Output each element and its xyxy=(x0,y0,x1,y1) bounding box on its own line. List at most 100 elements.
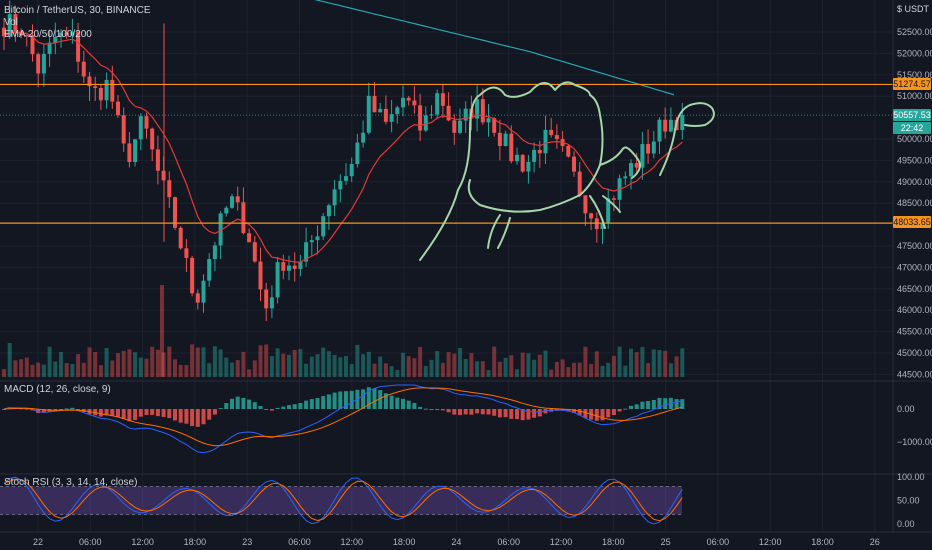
volume-bar xyxy=(275,348,280,377)
drawing-leg-3 xyxy=(589,195,606,229)
macd-histogram-bar xyxy=(121,409,126,420)
support-price-tag: 48033.65 xyxy=(893,216,931,228)
time-axis[interactable]: 22 06:00 12:00 18:00 23 06:00 12:00 18:00 24 06:0… xyxy=(33,537,880,547)
candle-body xyxy=(24,35,29,37)
freehand-drawing[interactable] xyxy=(419,81,715,261)
macd-histogram-bar xyxy=(429,409,434,411)
macd-histogram-bar xyxy=(304,400,309,409)
macd-histogram-bar xyxy=(480,409,485,415)
candle-body xyxy=(81,61,86,77)
time-tick-label: 25 xyxy=(661,537,671,547)
volume-bar xyxy=(515,369,519,377)
macd-histogram-bar xyxy=(395,397,400,409)
ema-line-red xyxy=(3,32,683,263)
volume-bar xyxy=(634,352,639,377)
candle-body xyxy=(583,195,588,214)
candle-body xyxy=(600,222,605,230)
volume-bar xyxy=(121,350,126,377)
macd-histogram-bar xyxy=(606,409,611,418)
volume-bar xyxy=(81,362,86,377)
currency-selector[interactable]: $ USDT xyxy=(897,4,929,14)
candle-body xyxy=(372,95,377,113)
volume-bar xyxy=(178,364,183,377)
volume-bar xyxy=(583,346,588,377)
volume-bar xyxy=(412,358,417,377)
volume-label[interactable]: Vol xyxy=(4,17,18,28)
macd-histogram-bar xyxy=(184,409,189,424)
candle-body xyxy=(212,245,217,260)
candle-body xyxy=(116,101,120,116)
candle-body xyxy=(492,118,497,133)
macd-title[interactable]: MACD (12, 26, close, 9) xyxy=(4,384,111,395)
volume-bar xyxy=(252,360,257,377)
volume-bar xyxy=(138,357,143,377)
time-tick-label: 18:00 xyxy=(811,537,834,547)
last-price-tag: 50557.53 xyxy=(893,109,931,121)
candle-body xyxy=(121,115,126,144)
time-tick-label: 12:00 xyxy=(550,537,573,547)
macd-histogram-bar xyxy=(110,409,115,416)
volume-bar xyxy=(520,352,525,377)
macd-histogram-bar xyxy=(435,409,440,410)
macd-histogram-bar xyxy=(446,409,451,413)
candle-body xyxy=(435,93,440,115)
candle-body xyxy=(383,108,388,122)
macd-histogram-bar xyxy=(247,399,252,409)
macd-histogram-bar xyxy=(503,409,508,418)
candle-body xyxy=(566,145,571,157)
price-tick-label: 45000.00 xyxy=(897,348,932,358)
volume-bar xyxy=(332,355,337,377)
volume-bar xyxy=(611,355,616,377)
volume-bar xyxy=(674,356,679,377)
drawing-leg-2 xyxy=(497,217,511,249)
candle-body xyxy=(480,99,485,123)
volume-bar xyxy=(218,349,223,377)
stoch-rsi-title[interactable]: Stoch RSI (3, 3, 14, 14, close) xyxy=(4,477,138,488)
candle-body xyxy=(41,53,46,74)
candle-body xyxy=(680,115,685,131)
stoch-rsi-band xyxy=(0,486,682,515)
ema-label[interactable]: EMA 20/50/100/200 xyxy=(4,29,92,40)
macd-histogram-bar xyxy=(167,409,172,419)
volume-bar xyxy=(292,349,297,377)
volume-bar xyxy=(606,362,611,377)
macd-tick-label: −1000.00 xyxy=(897,437,932,447)
candle-body xyxy=(235,196,240,203)
candle-body xyxy=(252,242,257,262)
candle-body xyxy=(47,42,52,54)
macd-histogram-bar xyxy=(287,405,291,409)
volume-bar xyxy=(378,356,383,377)
drawing-shell xyxy=(419,81,604,261)
drawing-neck xyxy=(659,102,715,176)
candle-body xyxy=(309,240,314,243)
macd-histogram-bar xyxy=(173,409,177,421)
candle-body xyxy=(281,262,286,271)
macd-histogram-bar xyxy=(372,388,377,409)
macd-histogram-bar xyxy=(423,408,428,410)
chart-legend: Bitcoin / TetherUS, 30, BINANCE Vol EMA … xyxy=(4,5,151,41)
candle-body xyxy=(110,79,115,102)
macd-histogram-bar xyxy=(53,409,58,411)
macd-histogram-bar xyxy=(401,398,405,409)
ema-line-teal xyxy=(314,0,675,96)
candle-body xyxy=(549,129,554,136)
volume-bar xyxy=(458,348,462,377)
price-axis[interactable]: 52500.00 52000.00 51500.00 51000.00 50000.00… xyxy=(897,27,932,379)
candle-body xyxy=(663,119,668,132)
drawing-leg-4 xyxy=(602,195,621,213)
volume-bar xyxy=(76,354,81,377)
volume-bar xyxy=(532,359,537,377)
volume-bar xyxy=(304,363,309,377)
volume-bar xyxy=(566,367,571,377)
candle-body xyxy=(207,259,212,281)
volume-bar xyxy=(355,344,360,377)
symbol-title[interactable]: Bitcoin / TetherUS, 30, BINANCE xyxy=(4,5,151,16)
volume-bar xyxy=(423,366,428,377)
macd-histogram-bar xyxy=(617,409,622,412)
candle-body xyxy=(2,27,6,37)
volume-bar xyxy=(133,352,138,377)
volume-bar xyxy=(492,346,497,377)
volume-bar xyxy=(161,352,166,377)
macd-histogram-bar xyxy=(497,409,502,418)
